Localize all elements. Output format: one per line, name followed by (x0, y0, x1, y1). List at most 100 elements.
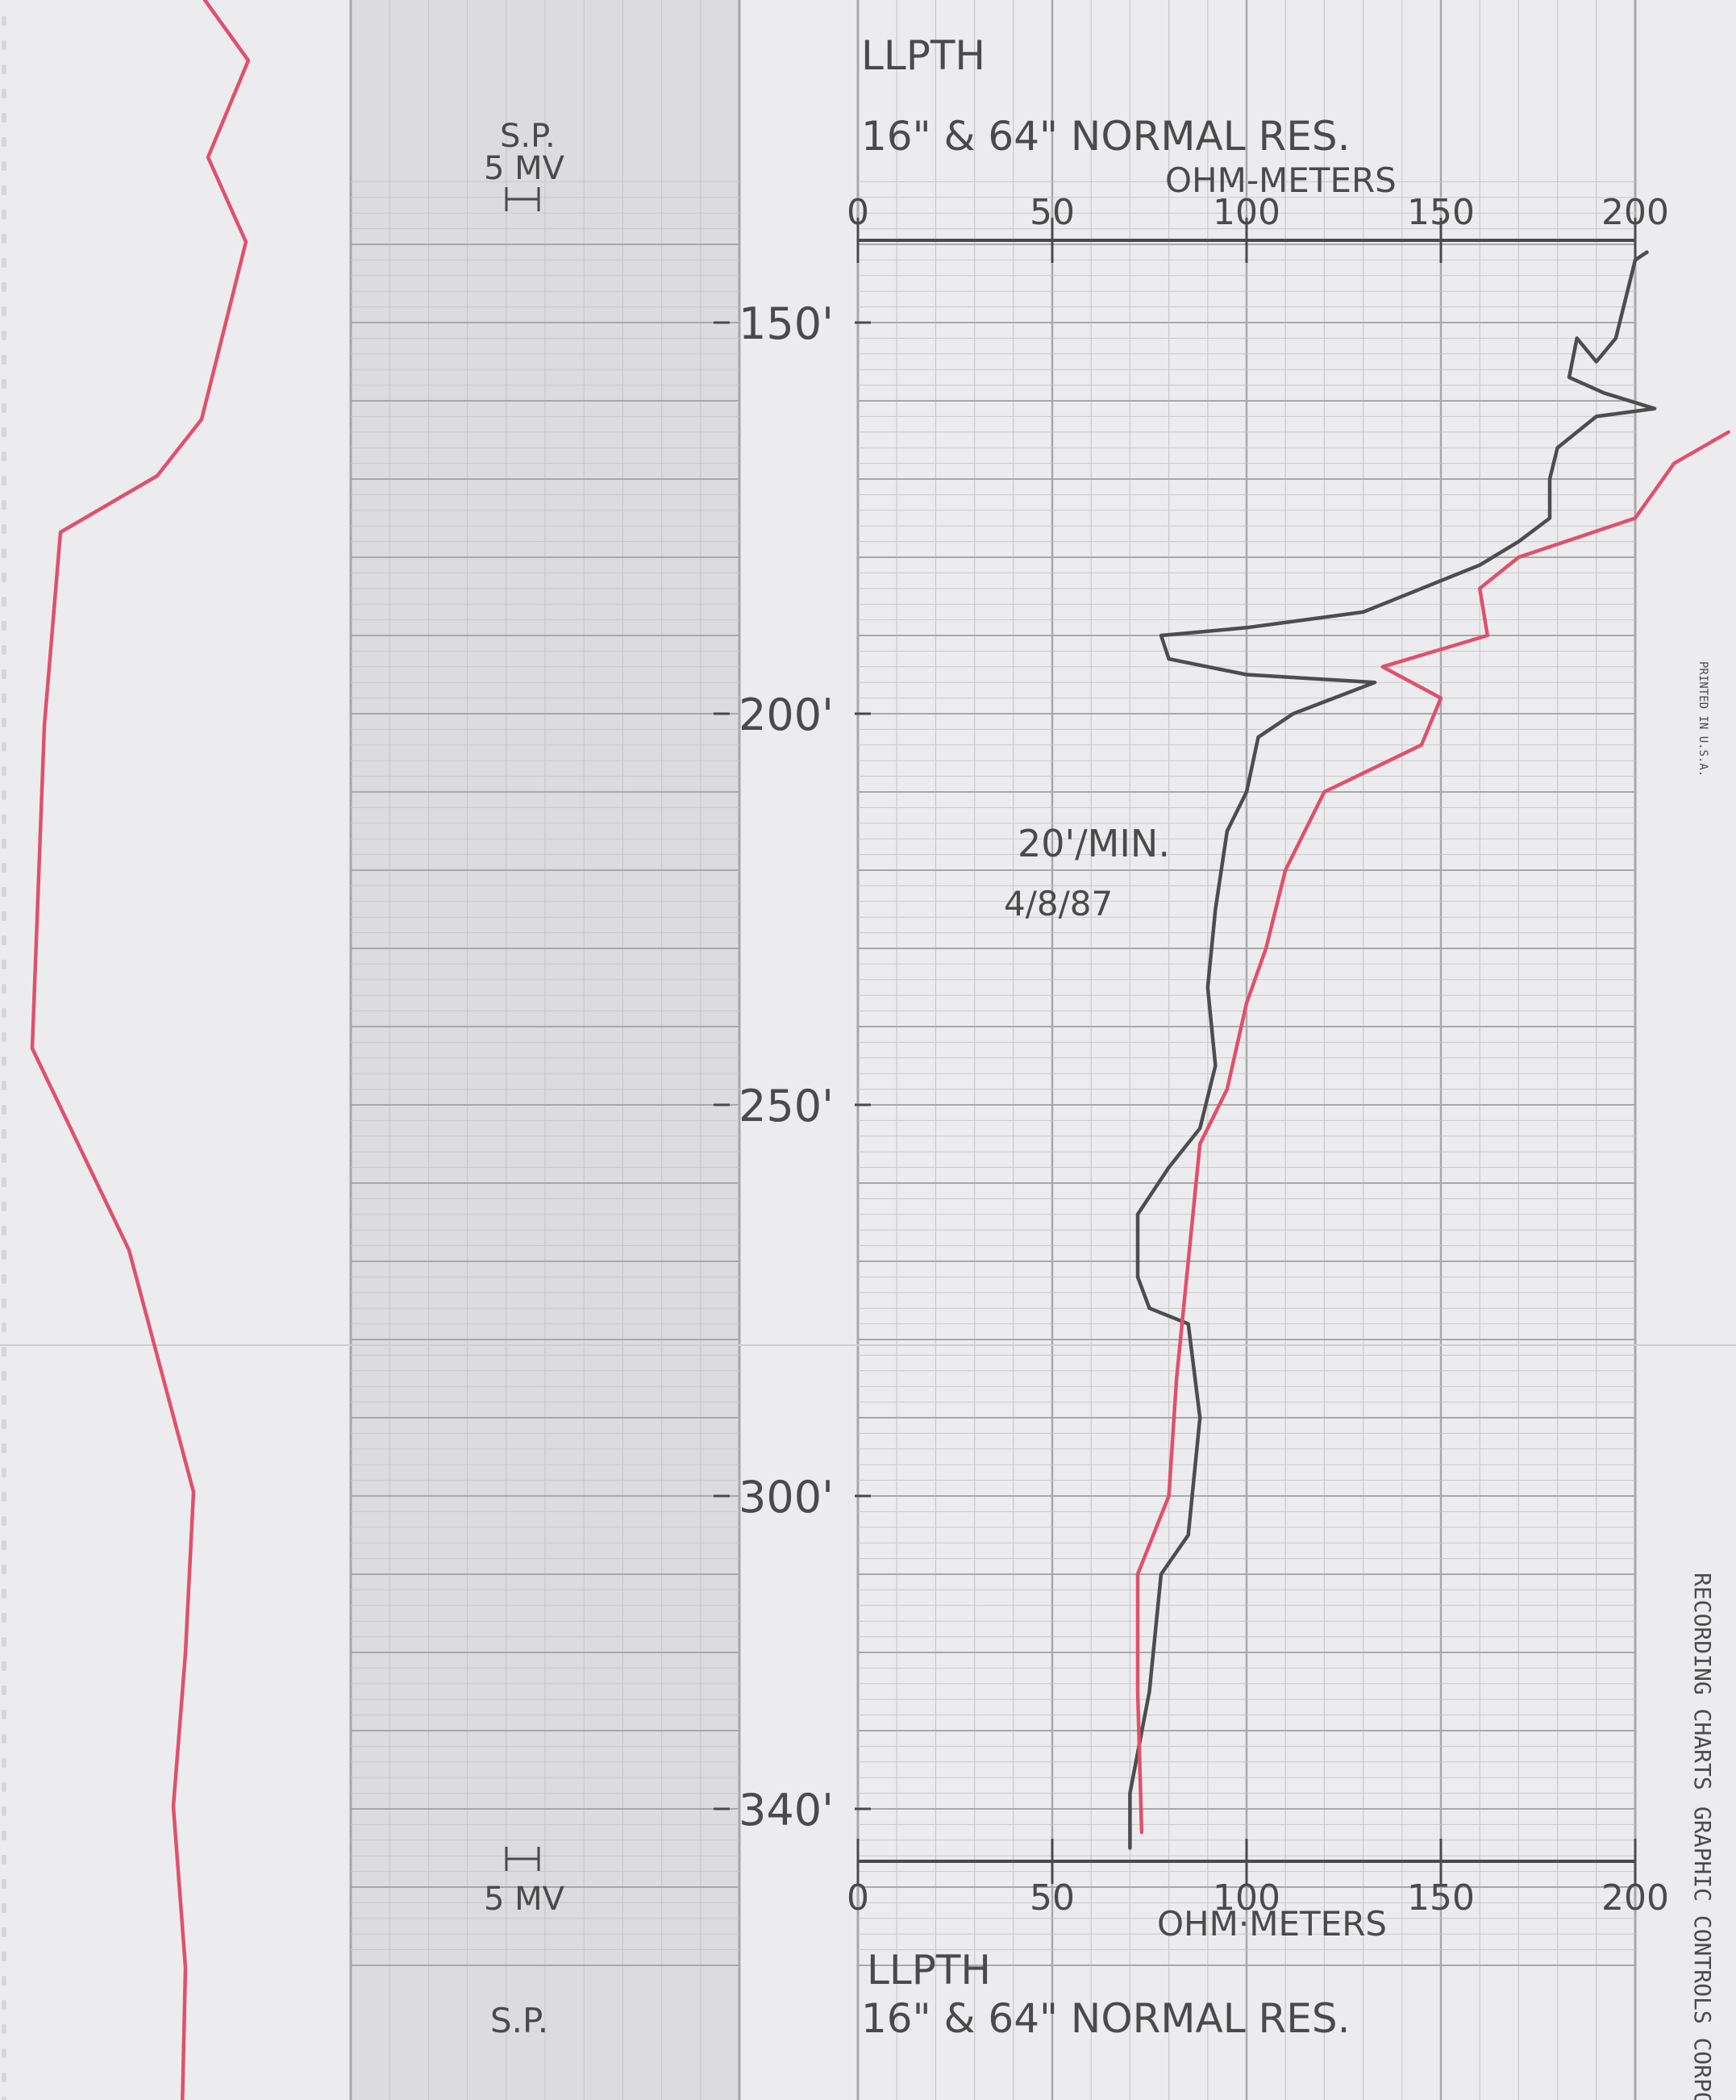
log-date: 4/8/87 (1004, 884, 1113, 923)
curve-16in (1128, 250, 1657, 1850)
sprocket-hole (2, 1056, 6, 1066)
bottom-x-axis: 0 50 100 150 200 (847, 1839, 1669, 1919)
bottom-sp-scale-bar (505, 1847, 540, 1871)
sprocket-hole (2, 863, 6, 873)
sprocket-hole (2, 524, 6, 534)
bottom-curve-desc: 16" & 64" NORMAL RES. (861, 1995, 1350, 2042)
sprocket-hole (2, 500, 6, 510)
sprocket-hole (2, 718, 6, 727)
sprocket-hole (2, 1298, 6, 1308)
side-brand: RECORDING CHARTS (1689, 1573, 1716, 1790)
axis-tick-label: 150 (1407, 1877, 1475, 1919)
sprocket-hole (2, 1032, 6, 1042)
sprocket-hole (2, 452, 6, 461)
curves (30, 0, 1730, 2100)
sprocket-hole (2, 1661, 6, 1671)
sprocket-hole (2, 984, 6, 994)
sprocket-hole (2, 1468, 6, 1477)
sprocket-hole (2, 89, 6, 98)
top-units-label: OHM-METERS (1165, 160, 1397, 200)
axis-tick-label: 200 (1601, 192, 1669, 233)
sprocket-hole (2, 766, 6, 776)
sprocket-hole (2, 1685, 6, 1695)
side-printed-in: PRINTED IN U.S.A. (1696, 661, 1709, 777)
depth-label: 300' (739, 1472, 834, 1523)
sprocket-hole (2, 1129, 6, 1139)
sprocket-hole (2, 1927, 6, 1937)
sprocket-hole (2, 2097, 6, 2100)
sprocket-hole (2, 669, 6, 679)
sprocket-hole (2, 573, 6, 582)
sprocket-hole (2, 1952, 6, 1961)
axis-tick-label: 200 (1601, 1877, 1669, 1919)
sprocket-hole (2, 1274, 6, 1284)
sprocket-hole (2, 1806, 6, 1816)
bottom-units-label: OHM·METERS (1157, 1904, 1387, 1944)
sprocket-hole (2, 2048, 6, 2058)
depth-label: 250' (739, 1081, 834, 1131)
sprocket-hole (2, 1637, 6, 1647)
sprocket-hole (2, 597, 6, 606)
sprocket-hole (2, 1492, 6, 1502)
axis-tick-label: 100 (1213, 1877, 1280, 1919)
sprocket-hole (2, 1153, 6, 1163)
top-sp-label: S.P. (500, 118, 556, 155)
axis-tick-label: 50 (1030, 192, 1075, 233)
sprocket-hole (2, 1177, 6, 1187)
sprocket-hole (2, 839, 6, 848)
sprocket-hole (2, 1226, 6, 1235)
sprocket-hole (2, 234, 6, 244)
sprocket-hole (2, 548, 6, 558)
curve-sp (30, 0, 251, 2100)
top-sp-scale-bar (505, 187, 540, 211)
sprocket-hole (2, 1734, 6, 1744)
sprocket-hole (2, 1419, 6, 1429)
sprocket-hole (2, 1105, 6, 1115)
sprocket-hole (2, 1782, 6, 1792)
sprocket-hole (2, 137, 6, 147)
axis-tick-label: 0 (847, 1877, 869, 1919)
axis-tick-label: 0 (847, 192, 869, 233)
sprocket-hole (2, 210, 6, 219)
top-x-axis: 0 50 100 150 200 (847, 192, 1669, 263)
sprocket-hole (2, 282, 6, 292)
top-log-name: LLPTH (861, 32, 985, 79)
side-company: GRAPHIC CONTROLS CORPORATION (1689, 1806, 1716, 2100)
sprocket-hole (2, 1250, 6, 1260)
bottom-log-name: LLPTH (867, 1947, 991, 1994)
sprocket-hole (2, 65, 6, 74)
sprocket-hole (2, 379, 6, 389)
sprocket-hole (2, 185, 6, 195)
sprocket-hole (2, 1758, 6, 1768)
depth-labels: 150' 200' 250' 300' 340' (714, 298, 871, 1835)
sprocket-hole (2, 1879, 6, 1889)
bottom-sp-scale: 5 MV (484, 1881, 565, 1918)
sprocket-hole (2, 1395, 6, 1405)
sprocket-hole (2, 1516, 6, 1526)
sprocket-hole (2, 887, 6, 897)
sprocket-hole (2, 16, 6, 26)
sprocket-hole (2, 1081, 6, 1090)
sprocket-hole (2, 1444, 6, 1453)
sprocket-hole (2, 742, 6, 752)
sprocket-hole (2, 1323, 6, 1332)
bottom-sp-label: S.P. (490, 2001, 548, 2040)
sprocket-hole (2, 790, 6, 800)
sprocket-hole (2, 427, 6, 437)
sprocket-hole (2, 403, 6, 413)
sprocket-hole (2, 645, 6, 655)
depth-label: 200' (739, 690, 834, 740)
sprocket-hole (2, 1710, 6, 1719)
sprocket-hole (2, 40, 6, 50)
sprocket-hole (2, 1976, 6, 1985)
sprocket-hole (2, 1589, 6, 1598)
depth-label: 340' (739, 1785, 834, 1835)
axis-tick-label: 50 (1030, 1877, 1075, 1919)
top-sp-scale: 5 MV (484, 150, 565, 187)
sprocket-hole (2, 2000, 6, 2010)
sprocket-hole (2, 1831, 6, 1840)
sprocket-hole (2, 331, 6, 340)
